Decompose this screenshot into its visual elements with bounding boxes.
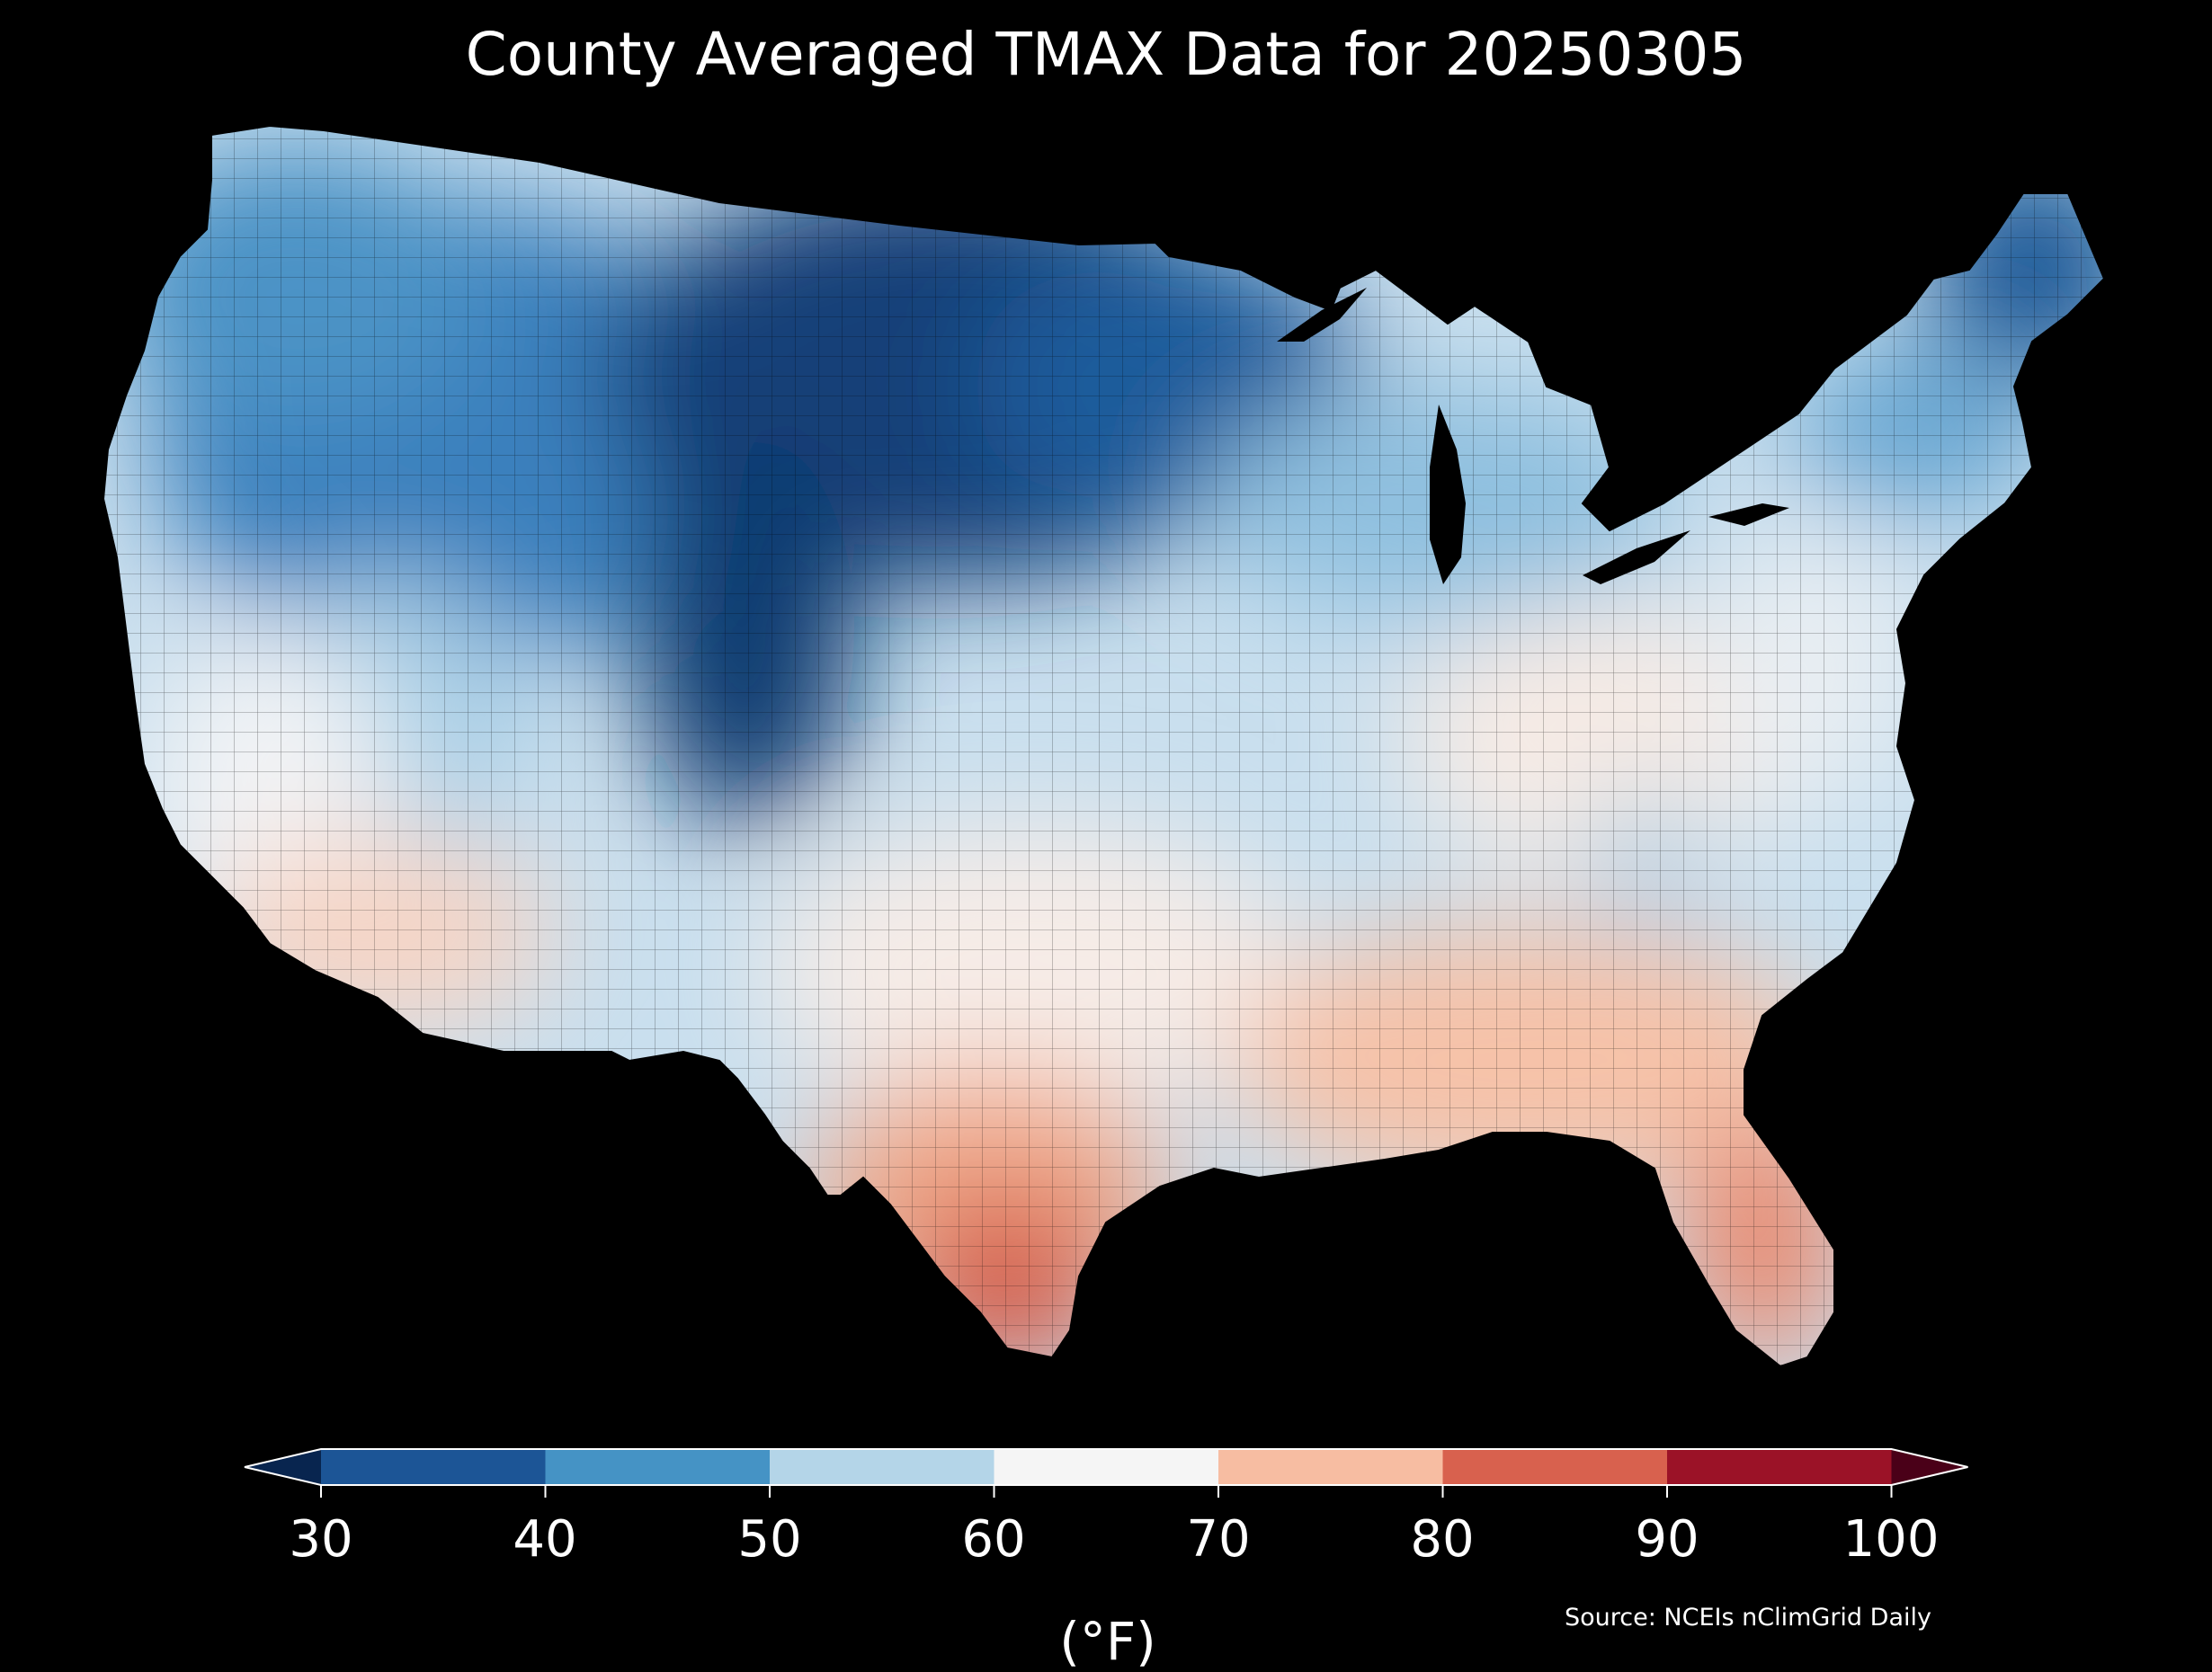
lake-superior [1277,288,1367,342]
colorbar-tick-label: 30 [289,1510,353,1569]
colorbar-bin [321,1449,546,1485]
colorbar-bin [994,1449,1219,1485]
colorbar-bin [545,1449,771,1485]
colorbar-extend-high [1891,1449,1968,1485]
colorbar-bin [1218,1449,1443,1485]
colorbar-tick-label: 90 [1635,1510,1699,1569]
colorbar-bin [1442,1449,1668,1485]
map-title: County Averaged TMAX Data for 20250305 [465,20,1747,89]
colorbar-bin [1667,1449,1892,1485]
colorbar-tick-label: 60 [961,1510,1026,1569]
source-credit: Source: NCEIs nClimGrid Daily [1565,1604,1931,1632]
colorbar-tick-label: 80 [1410,1510,1475,1569]
colorbar-extend-low [245,1449,321,1485]
colorbar-bin [770,1449,995,1485]
lake-ontario [1708,503,1789,526]
lake-michigan [1430,405,1466,584]
colorbar-tick-label: 100 [1842,1510,1940,1569]
colorbar-tick-label: 50 [737,1510,802,1569]
colorbar-tick-label: 70 [1186,1510,1251,1569]
colorbar-unit-label: (°F) [1059,1611,1156,1672]
colorbar-tick-label: 40 [513,1510,577,1569]
lake-erie [1583,530,1690,584]
